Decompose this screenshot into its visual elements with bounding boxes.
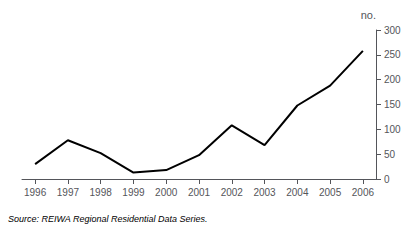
svg-text:2004: 2004: [286, 187, 309, 198]
svg-text:1999: 1999: [122, 187, 145, 198]
svg-text:Source: REIWA Regional Residen: Source: REIWA Regional Residential Data …: [8, 214, 208, 224]
svg-text:300: 300: [384, 25, 401, 36]
svg-text:2005: 2005: [319, 187, 342, 198]
svg-text:2002: 2002: [221, 187, 244, 198]
svg-text:150: 150: [384, 99, 401, 110]
svg-text:100: 100: [384, 124, 401, 135]
svg-text:no.: no.: [361, 9, 376, 21]
svg-text:50: 50: [384, 149, 396, 160]
svg-text:2001: 2001: [188, 187, 211, 198]
svg-text:2006: 2006: [352, 187, 375, 198]
svg-text:0: 0: [384, 174, 390, 185]
svg-text:1997: 1997: [57, 187, 80, 198]
svg-text:1998: 1998: [90, 187, 113, 198]
svg-text:2000: 2000: [155, 187, 178, 198]
svg-text:2003: 2003: [253, 187, 276, 198]
svg-text:200: 200: [384, 74, 401, 85]
svg-text:250: 250: [384, 49, 401, 60]
svg-text:1996: 1996: [24, 187, 47, 198]
